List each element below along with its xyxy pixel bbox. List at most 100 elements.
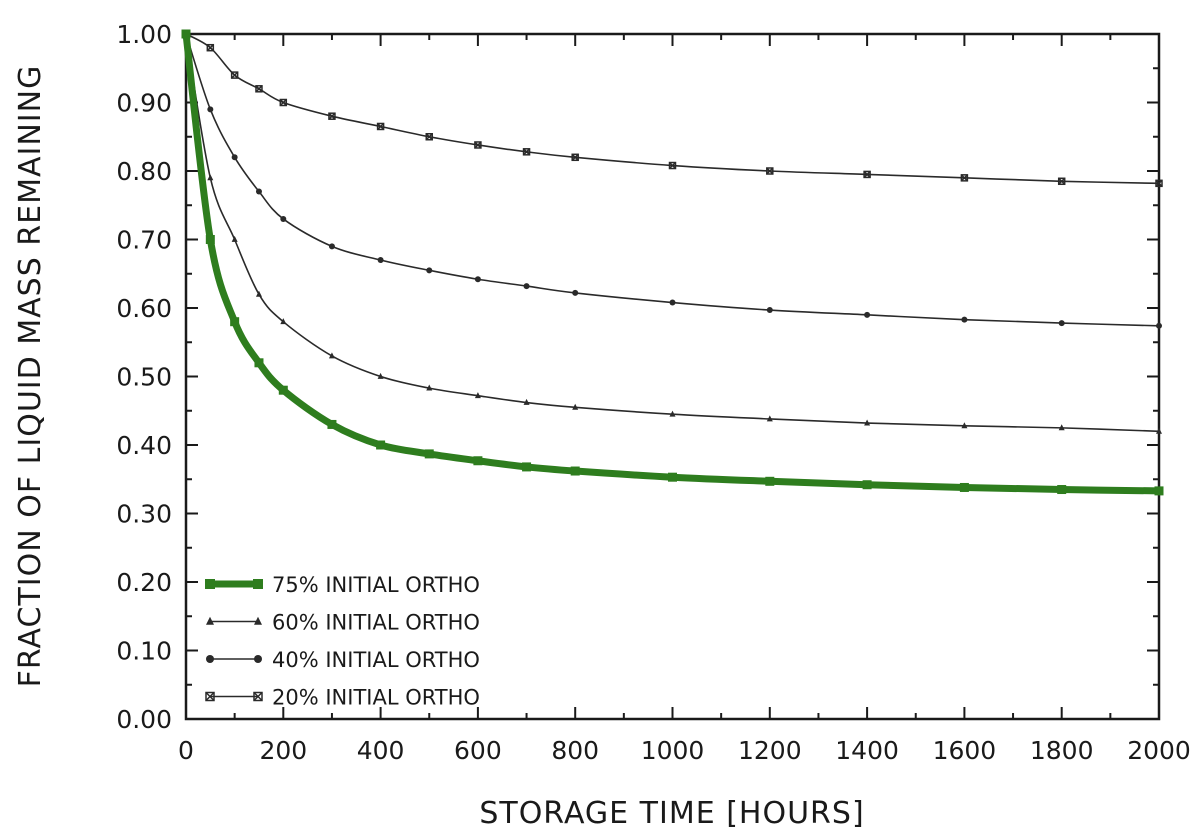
data-point <box>1154 486 1164 496</box>
data-point <box>424 449 434 459</box>
data-point-cross <box>205 691 215 702</box>
data-point <box>766 307 773 314</box>
data-point <box>230 71 239 79</box>
x-axis-title: STORAGE TIME [HOURS] <box>479 796 864 831</box>
y-tick-label: 0.80 <box>116 157 172 186</box>
data-point <box>1058 320 1065 327</box>
data-point <box>376 440 386 450</box>
data-point-cross <box>1155 179 1163 187</box>
data-point <box>328 112 336 120</box>
y-tick-label: 0.50 <box>116 363 172 392</box>
data-point <box>961 316 968 323</box>
data-point-cross <box>425 133 433 141</box>
data-point <box>669 299 676 306</box>
data-point-cross <box>571 153 579 161</box>
data-point <box>668 472 677 482</box>
data-point-cross <box>668 161 677 170</box>
data-point <box>863 170 871 179</box>
data-point <box>231 235 238 242</box>
x-tick-label: 1800 <box>1030 736 1094 765</box>
x-tick-label: 2000 <box>1127 736 1191 765</box>
data-point-cross <box>253 691 263 702</box>
y-tick-label: 0.70 <box>116 226 172 255</box>
data-point <box>206 655 214 663</box>
series-0 <box>181 29 1164 496</box>
y-tick-labels: 0.00 0.10 0.20 0.30 0.40 0.50 0.60 0.70 0.80 0.90… <box>116 20 172 734</box>
data-point <box>570 466 580 476</box>
legend-item: 40% INITIAL ORTHO <box>206 648 480 672</box>
data-point <box>960 174 969 182</box>
data-point <box>473 456 483 466</box>
series-3 <box>182 30 1163 188</box>
data-point <box>572 403 579 410</box>
data-point-cross <box>1058 177 1066 185</box>
data-point <box>1058 424 1065 431</box>
data-point <box>280 215 287 222</box>
y-tick-label: 0.00 <box>116 705 172 734</box>
data-point-cross <box>960 174 968 182</box>
data-point <box>254 358 264 368</box>
y-tick-label: 0.90 <box>116 89 172 118</box>
data-point <box>572 289 579 296</box>
data-point <box>207 106 214 113</box>
legend-label: 75% INITIAL ORTHO <box>272 573 480 597</box>
series-layer <box>181 29 1164 496</box>
data-point <box>255 188 262 195</box>
data-point <box>1156 427 1162 434</box>
data-point-cross <box>279 98 287 107</box>
data-point <box>328 352 335 359</box>
data-point <box>1057 485 1067 495</box>
series-1 <box>183 30 1162 434</box>
y-tick-label: 0.30 <box>116 500 172 529</box>
data-point <box>205 235 215 244</box>
data-point <box>255 85 263 93</box>
data-point <box>474 276 481 283</box>
x-tick-label: 600 <box>454 736 502 765</box>
data-point <box>253 691 263 702</box>
x-tick-label: 1000 <box>641 736 705 765</box>
data-point <box>523 283 530 290</box>
data-point <box>474 141 482 149</box>
data-point <box>206 43 215 52</box>
y-tick-label: 0.10 <box>116 637 172 666</box>
data-point-cross <box>206 44 214 52</box>
legend-label: 60% INITIAL ORTHO <box>272 611 480 635</box>
data-point <box>231 154 238 161</box>
y-tick-label: 0.60 <box>116 294 172 323</box>
legend-label: 40% INITIAL ORTHO <box>272 648 480 672</box>
data-point-cross <box>231 71 239 79</box>
data-point <box>254 655 262 663</box>
data-point <box>765 476 775 486</box>
data-point <box>426 267 433 274</box>
data-point <box>254 616 262 625</box>
data-point <box>327 419 337 429</box>
series-line <box>185 33 1160 327</box>
data-point <box>961 422 968 429</box>
data-point <box>255 290 262 297</box>
data-point-cross <box>766 167 774 175</box>
data-point <box>1155 179 1163 188</box>
data-point <box>766 167 774 175</box>
y-tick-label: 0.40 <box>116 431 172 460</box>
series-line <box>185 33 1160 185</box>
data-point <box>766 415 773 422</box>
legend-item: 75% INITIAL ORTHO <box>205 573 480 597</box>
x-tick-label: 1200 <box>738 736 802 765</box>
data-point <box>523 398 530 405</box>
legend-label: 20% INITIAL ORTHO <box>272 686 480 710</box>
x-tick-label: 800 <box>551 736 599 765</box>
data-point <box>862 480 872 490</box>
data-point <box>181 29 191 39</box>
data-point <box>279 98 288 107</box>
data-point <box>959 482 969 492</box>
data-point <box>1156 322 1162 329</box>
data-point <box>253 579 263 589</box>
x-tick-label: 200 <box>259 736 307 765</box>
data-point <box>280 318 287 325</box>
x-tick-label: 400 <box>357 736 405 765</box>
x-tick-label: 1400 <box>835 736 899 765</box>
data-point-cross <box>377 122 385 131</box>
data-point-cross <box>523 148 531 156</box>
y-tick-label: 0.20 <box>116 568 172 597</box>
